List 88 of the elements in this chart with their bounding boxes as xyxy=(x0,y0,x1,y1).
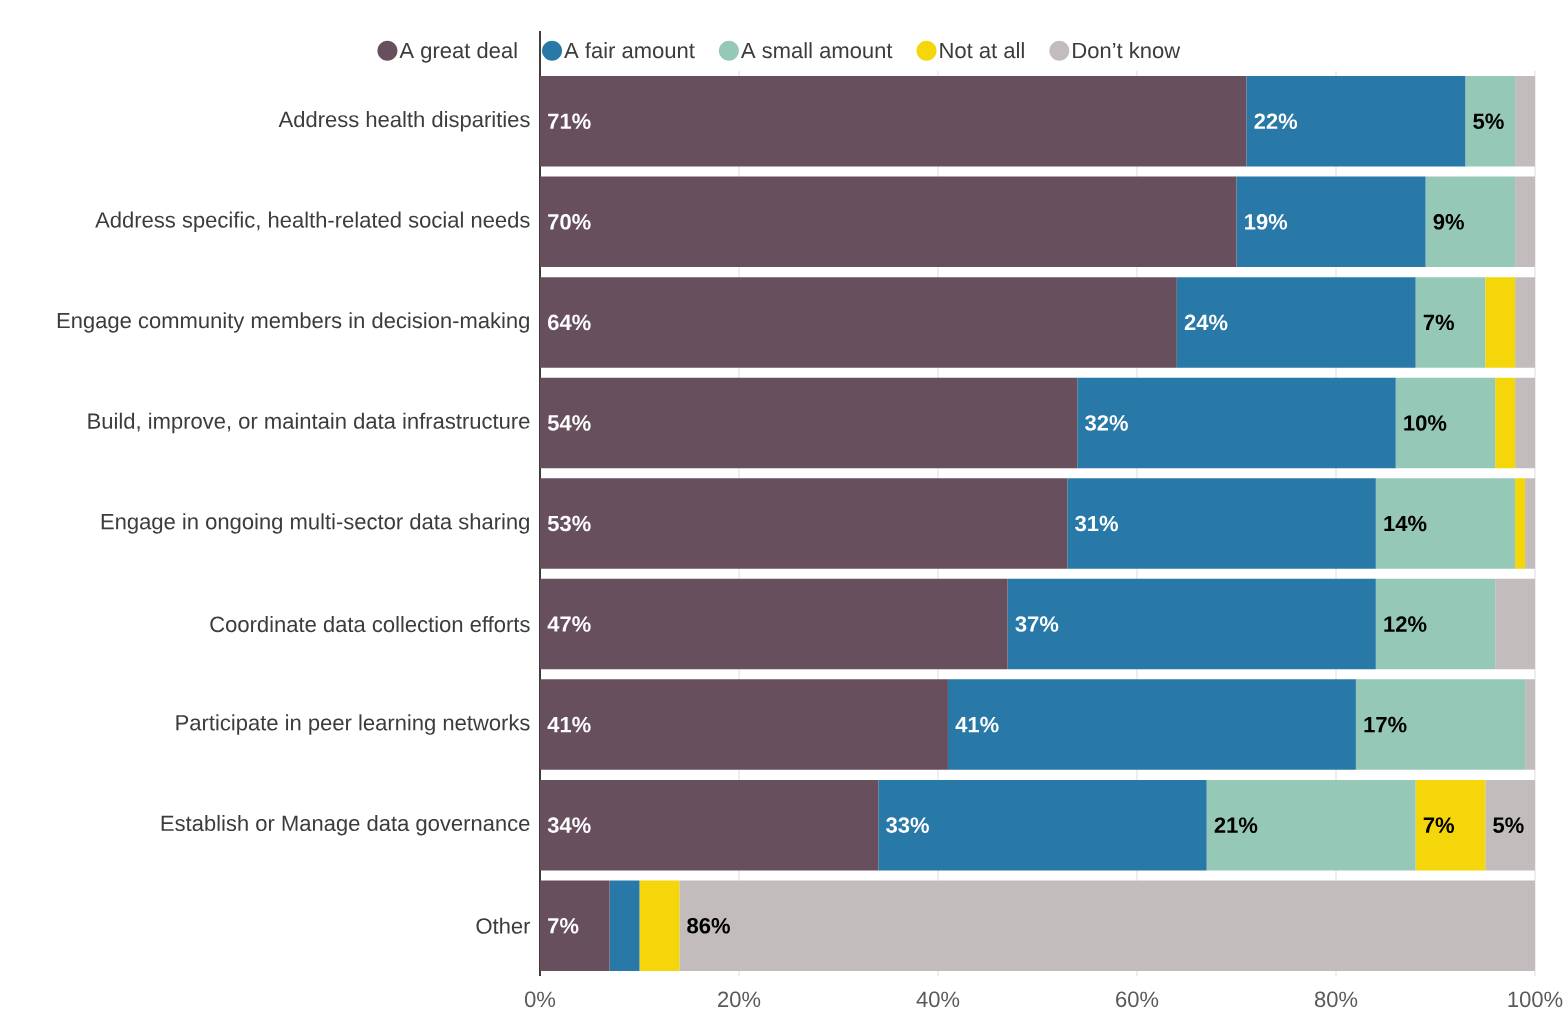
bar xyxy=(947,679,1356,770)
bar xyxy=(1375,578,1496,670)
legend-label: A small amount xyxy=(740,42,893,59)
bar xyxy=(540,176,1237,268)
data-label: 53% xyxy=(547,515,591,532)
data-label: 86% xyxy=(687,917,730,934)
data-label: 47% xyxy=(547,616,591,632)
bar xyxy=(1525,679,1536,770)
bar xyxy=(1485,779,1536,871)
data-label: 21% xyxy=(1214,817,1258,833)
data-label: 31% xyxy=(1075,515,1118,532)
bar xyxy=(609,880,640,971)
bar xyxy=(1515,377,1536,469)
legend-label: Not at all xyxy=(940,42,1024,59)
y-tick-label: Address health disparities xyxy=(278,111,530,132)
data-label: 7% xyxy=(1423,314,1455,331)
x-tick-label: 80% xyxy=(1314,991,1358,1008)
y-tick-label: Participate in peer learning networks xyxy=(176,714,530,735)
data-label: 10% xyxy=(1404,415,1447,431)
data-label: 17% xyxy=(1364,716,1407,733)
bar xyxy=(1007,578,1376,670)
bar xyxy=(1206,779,1416,871)
bar xyxy=(1395,377,1496,469)
data-label: 71% xyxy=(548,113,591,130)
bar xyxy=(1515,176,1536,268)
data-label: 37% xyxy=(1015,616,1059,632)
y-tick-label: Engage community members in decision-making xyxy=(57,312,529,333)
y-tick-label: Engage in ongoing multi-sector data sharing xyxy=(101,513,529,534)
bar xyxy=(1415,779,1486,871)
data-label: 64% xyxy=(548,314,591,331)
data-label: 12% xyxy=(1384,616,1427,632)
bar xyxy=(1495,578,1536,670)
data-label: 9% xyxy=(1433,214,1464,230)
data-label: 33% xyxy=(886,817,929,833)
y-tick-label: Other xyxy=(476,917,531,934)
legend-label: Don’t know xyxy=(1073,42,1181,59)
data-label: 5% xyxy=(1493,817,1524,833)
bar xyxy=(540,578,1008,670)
y-tick-label: Build, improve, or maintain data infrastructure xyxy=(88,412,530,434)
bar xyxy=(1176,277,1416,368)
bar xyxy=(540,478,1068,569)
bar xyxy=(1355,679,1526,770)
bar xyxy=(1415,277,1486,368)
data-label: 54% xyxy=(547,415,591,431)
data-label: 32% xyxy=(1085,415,1128,431)
bar xyxy=(1077,377,1396,469)
bar xyxy=(679,880,1536,971)
bar xyxy=(1067,478,1376,569)
bar xyxy=(878,779,1207,871)
bar xyxy=(1515,277,1536,368)
bar xyxy=(540,377,1078,469)
data-label: 24% xyxy=(1184,314,1228,331)
bar xyxy=(1515,478,1526,569)
bar xyxy=(1495,377,1516,469)
legend-label: A great deal xyxy=(399,42,517,63)
bar xyxy=(1246,76,1466,167)
bar xyxy=(1515,76,1536,167)
data-label: 14% xyxy=(1384,515,1427,532)
x-tick-label: 60% xyxy=(1116,991,1159,1008)
data-label: 41% xyxy=(547,716,591,733)
x-tick-label: 100% xyxy=(1508,991,1563,1008)
bar xyxy=(1525,478,1536,569)
y-tick-label: Coordinate data collection efforts xyxy=(210,615,530,633)
x-tick-label: 40% xyxy=(916,991,960,1008)
bar xyxy=(540,880,610,971)
bar xyxy=(540,277,1177,368)
data-label: 7% xyxy=(1423,817,1455,833)
bar xyxy=(1236,176,1426,268)
legend-label: A fair amount xyxy=(564,42,695,59)
y-tick-label: Address specific, health-related social needs xyxy=(95,211,530,233)
data-label: 5% xyxy=(1473,113,1504,130)
data-label: 19% xyxy=(1245,214,1288,230)
x-tick-label: 0% xyxy=(524,991,556,1008)
bar xyxy=(540,76,1247,167)
bar xyxy=(1425,176,1516,268)
bar xyxy=(540,679,948,770)
bar xyxy=(540,779,879,871)
data-label: 7% xyxy=(548,917,579,934)
x-tick-label: 20% xyxy=(718,991,761,1008)
bar xyxy=(1485,277,1516,368)
bar xyxy=(1375,478,1516,569)
bar xyxy=(639,880,680,971)
data-label: 22% xyxy=(1254,113,1298,130)
data-label: 41% xyxy=(955,716,999,733)
bar xyxy=(1465,76,1516,167)
data-label: 70% xyxy=(548,214,591,230)
y-tick-label: Establish or Manage data governance xyxy=(161,814,530,836)
data-label: 34% xyxy=(547,817,591,833)
